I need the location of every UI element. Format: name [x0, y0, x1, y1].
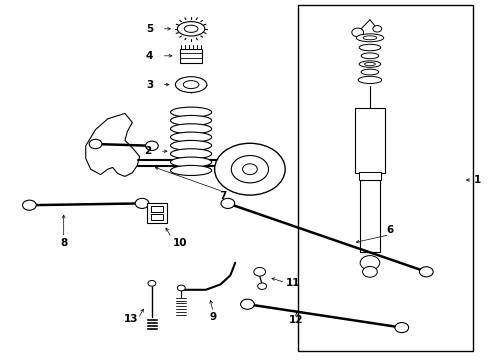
Circle shape	[231, 156, 269, 183]
Text: 5: 5	[146, 24, 153, 34]
Bar	[360, 180, 380, 252]
Text: 12: 12	[289, 315, 304, 325]
Circle shape	[352, 28, 364, 37]
Ellipse shape	[171, 149, 212, 159]
Text: 8: 8	[60, 238, 67, 248]
Text: 6: 6	[386, 225, 393, 235]
Circle shape	[360, 256, 380, 270]
Ellipse shape	[183, 81, 199, 89]
Ellipse shape	[171, 107, 212, 117]
Bar	[355, 108, 385, 173]
Ellipse shape	[171, 140, 212, 150]
Text: 4: 4	[146, 51, 153, 61]
Circle shape	[177, 285, 185, 291]
Bar	[180, 49, 202, 63]
Ellipse shape	[356, 34, 384, 42]
Ellipse shape	[361, 69, 379, 75]
Ellipse shape	[358, 76, 382, 84]
Text: 13: 13	[124, 314, 139, 324]
Circle shape	[135, 198, 149, 208]
Ellipse shape	[365, 63, 375, 66]
Circle shape	[254, 267, 266, 276]
Bar	[298, 5, 473, 351]
Text: 3: 3	[146, 80, 153, 90]
Ellipse shape	[171, 116, 212, 126]
Text: 11: 11	[286, 278, 300, 288]
Bar	[151, 206, 163, 212]
Ellipse shape	[171, 132, 212, 142]
Circle shape	[243, 164, 257, 175]
Circle shape	[215, 143, 285, 195]
Ellipse shape	[171, 165, 212, 175]
Text: 10: 10	[173, 238, 188, 248]
Text: 9: 9	[210, 312, 217, 322]
Ellipse shape	[184, 25, 198, 32]
PathPatch shape	[86, 113, 140, 176]
Circle shape	[395, 323, 409, 333]
Circle shape	[23, 200, 36, 210]
Bar	[147, 203, 167, 223]
Text: 7: 7	[219, 191, 227, 201]
Ellipse shape	[171, 124, 212, 134]
Ellipse shape	[171, 157, 212, 167]
Circle shape	[363, 266, 377, 277]
Ellipse shape	[363, 36, 377, 40]
Text: 2: 2	[145, 146, 151, 156]
Ellipse shape	[361, 53, 379, 59]
Circle shape	[258, 283, 267, 289]
Circle shape	[419, 267, 433, 277]
Text: 1: 1	[474, 175, 481, 185]
Bar	[151, 214, 163, 220]
Ellipse shape	[177, 22, 205, 36]
Bar	[359, 172, 381, 180]
Ellipse shape	[359, 44, 381, 51]
Ellipse shape	[359, 61, 381, 67]
Circle shape	[373, 26, 382, 32]
Ellipse shape	[175, 77, 207, 93]
Circle shape	[148, 280, 156, 286]
Circle shape	[146, 141, 158, 150]
Circle shape	[89, 139, 102, 149]
Circle shape	[241, 299, 254, 309]
Circle shape	[221, 198, 235, 208]
